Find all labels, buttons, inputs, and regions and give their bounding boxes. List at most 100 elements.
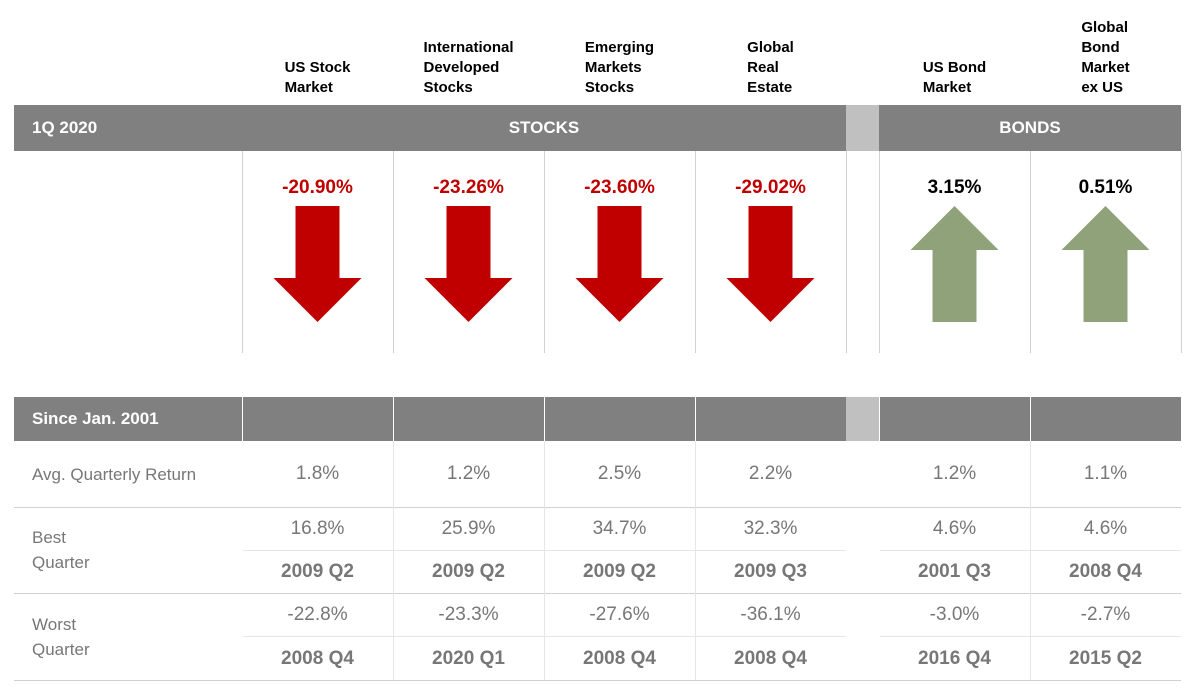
column-divider xyxy=(1030,151,1031,353)
arrow-box xyxy=(726,206,815,322)
best-return: 4.6% xyxy=(932,517,977,539)
cell-divider xyxy=(1031,636,1181,637)
row-label: Avg. Quarterly Return xyxy=(14,441,242,507)
text-line: Bond xyxy=(1081,39,1120,56)
text-line: Global xyxy=(1081,19,1128,36)
row-divider xyxy=(14,593,1181,594)
text-line: Market xyxy=(284,79,333,96)
text-line: Stocks xyxy=(423,79,473,96)
best-return: 34.7% xyxy=(592,517,647,539)
best-return: 16.8% xyxy=(290,517,345,539)
text-line: Estate xyxy=(747,79,793,96)
column-divider xyxy=(544,441,545,680)
text-line: Markets xyxy=(584,59,642,76)
return-label: 3.15% xyxy=(927,177,982,198)
avg-return: 2.5% xyxy=(597,463,642,484)
avg-return: 1.2% xyxy=(446,463,491,484)
best-return: 32.3% xyxy=(743,517,798,539)
best-quarter: 2009 Q3 xyxy=(734,561,807,582)
gap xyxy=(846,105,879,151)
column-name: US Bond Market xyxy=(879,10,1030,98)
column-name: International Developed Stocks xyxy=(393,10,544,98)
text-line: Market xyxy=(922,79,972,96)
best-return: 25.9% xyxy=(441,517,496,539)
text-line: Avg. Quarterly Return xyxy=(32,464,197,484)
arrow-box xyxy=(273,206,362,322)
text-line: ex US xyxy=(1081,79,1124,96)
return-label: -29.02% xyxy=(735,177,806,198)
text-line: Real xyxy=(747,59,779,76)
row-label: Best Quarter xyxy=(14,507,242,593)
arrow-box xyxy=(910,206,999,322)
down-arrow xyxy=(273,206,362,322)
column-divider xyxy=(846,151,847,353)
header-divider xyxy=(393,397,394,441)
header-divider xyxy=(1030,397,1031,441)
worst-quarter: 2008 Q4 xyxy=(734,647,807,669)
bonds-label: BONDS xyxy=(879,105,1181,151)
column-name: Emerging Markets Stocks xyxy=(544,10,695,98)
return-label: 0.51% xyxy=(1078,177,1133,198)
return-label: -20.90% xyxy=(282,177,353,198)
arrow-box xyxy=(424,206,513,322)
worst-return: -27.6% xyxy=(589,603,650,625)
column-name: Global Bond Market ex US xyxy=(1030,10,1181,98)
gap xyxy=(846,397,879,441)
worst-return: -22.8% xyxy=(287,603,348,625)
period-label: 1Q 2020 xyxy=(32,105,98,151)
worst-quarter: 2015 Q2 xyxy=(1069,647,1142,669)
cell-divider xyxy=(394,636,544,637)
best-quarter: 2009 Q2 xyxy=(432,561,505,582)
avg-return: 2.2% xyxy=(748,463,793,484)
column-name: Global Real Estate xyxy=(695,10,846,98)
column-name-text: International Developed Stocks xyxy=(423,38,513,98)
text-line: Quarter xyxy=(32,553,90,572)
text-line: Quarter xyxy=(32,639,90,659)
header-divider xyxy=(242,397,243,441)
worst-return: -3.0% xyxy=(929,603,980,625)
text-line: Market xyxy=(1081,59,1130,76)
cell-divider xyxy=(545,550,695,551)
text-line: Global xyxy=(747,39,794,56)
text-line: Stocks xyxy=(584,79,635,96)
cell-divider xyxy=(880,550,1030,551)
return-label: -23.60% xyxy=(584,177,655,198)
since-band xyxy=(14,397,1181,441)
worst-return: -2.7% xyxy=(1080,603,1131,625)
worst-return: -23.3% xyxy=(438,603,499,625)
best-quarter: 2009 Q2 xyxy=(281,561,354,582)
column-divider xyxy=(393,151,394,353)
header-divider xyxy=(544,397,545,441)
cell-divider xyxy=(696,550,846,551)
column-name: US Stock Market xyxy=(242,10,393,98)
cell-divider xyxy=(1031,550,1181,551)
best-quarter: 2001 Q3 xyxy=(918,561,991,582)
worst-quarter: 2020 Q1 xyxy=(432,647,505,669)
avg-return: 1.2% xyxy=(932,463,977,484)
column-divider xyxy=(544,151,545,353)
column-name-text: US Stock Market xyxy=(285,58,351,98)
cell-divider xyxy=(545,636,695,637)
row-label: Worst Quarter xyxy=(14,593,242,680)
column-name-text: Global Real Estate xyxy=(747,38,794,98)
column-divider xyxy=(695,151,696,353)
row-divider xyxy=(14,507,1181,508)
down-arrow xyxy=(575,206,664,322)
text-line: International xyxy=(423,39,514,56)
return-label: -23.26% xyxy=(433,177,504,198)
best-quarter: 2008 Q4 xyxy=(1069,561,1142,582)
text-line: Best xyxy=(32,528,67,547)
up-arrow xyxy=(1061,206,1150,322)
avg-return: 1.8% xyxy=(295,463,340,484)
header-divider xyxy=(695,397,696,441)
arrow-box xyxy=(575,206,664,322)
text-line: Worst xyxy=(32,614,77,634)
text-line: US Bond xyxy=(922,59,987,76)
column-divider xyxy=(1181,151,1182,353)
text-line: US Stock xyxy=(284,59,351,76)
column-divider xyxy=(393,441,394,680)
up-arrow xyxy=(910,206,999,322)
down-arrow xyxy=(424,206,513,322)
header-divider xyxy=(879,397,880,441)
